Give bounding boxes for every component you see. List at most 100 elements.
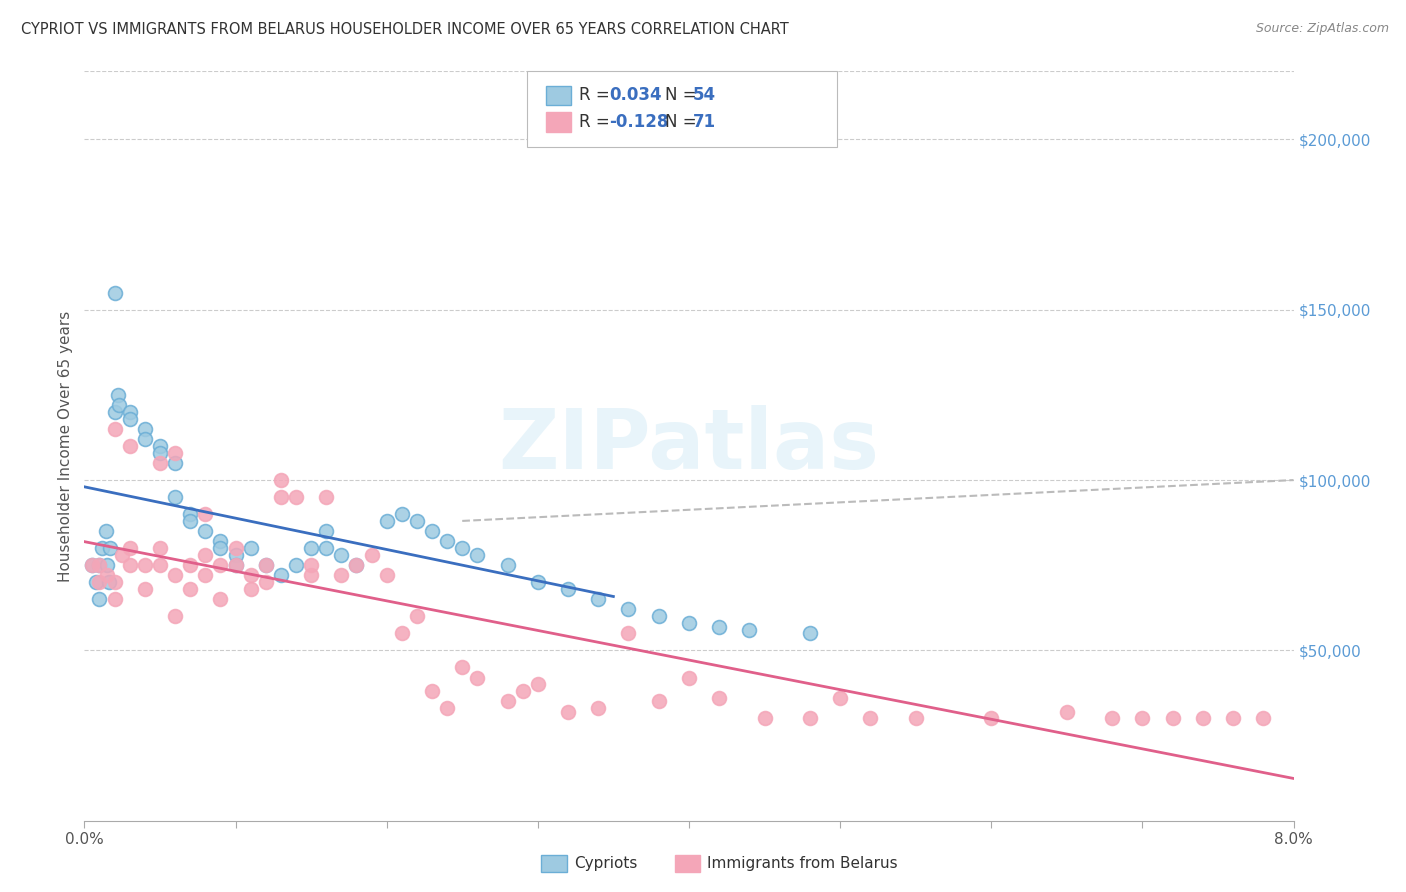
Point [98,541,121,556]
Point [179,582,201,596]
Point [270,473,292,487]
Point [165,456,187,470]
Point [709,691,731,706]
Point [330,548,353,562]
Point [980,711,1002,725]
Text: ZIPatlas: ZIPatlas [499,406,879,486]
Point [134,432,156,446]
Point [134,422,156,436]
Point [436,534,458,549]
Text: -0.128: -0.128 [609,113,668,131]
Point [754,711,776,725]
Point [315,541,337,556]
Point [1056,705,1078,719]
Point [315,524,337,538]
Point [194,524,217,538]
Point [165,609,187,624]
Point [375,514,398,528]
Point [149,439,172,453]
Point [451,660,474,674]
Point [239,541,262,556]
Y-axis label: Householder Income Over 65 years: Householder Income Over 65 years [58,310,73,582]
Point [107,388,129,402]
Point [225,541,247,556]
Point [647,609,671,624]
Point [436,701,458,715]
Point [451,541,474,556]
Point [104,575,127,590]
Point [118,411,141,425]
Point [254,558,277,573]
Point [94,524,117,538]
Point [254,558,277,573]
Text: 71: 71 [693,113,716,131]
Point [80,558,103,573]
Point [496,558,519,573]
Point [239,582,262,596]
Point [1192,711,1215,725]
Point [391,626,413,640]
Point [557,705,579,719]
Point [557,582,579,596]
Point [420,524,443,538]
Point [97,575,120,590]
Point [89,592,111,607]
Point [254,575,277,590]
Text: CYPRIOT VS IMMIGRANTS FROM BELARUS HOUSEHOLDER INCOME OVER 65 YEARS CORRELATION : CYPRIOT VS IMMIGRANTS FROM BELARUS HOUSE… [21,22,789,37]
Point [111,548,134,562]
Point [647,694,671,708]
Point [239,568,262,582]
Point [149,446,172,460]
Point [194,548,217,562]
Text: Cypriots: Cypriots [574,856,637,871]
Point [678,616,700,631]
Point [284,490,308,504]
Point [149,456,172,470]
Point [496,694,519,708]
Point [406,609,429,624]
Point [209,534,232,549]
Point [91,541,114,556]
Point [80,558,103,573]
Point [617,626,640,640]
Point [209,541,232,556]
Point [588,701,610,715]
Point [225,558,247,573]
Point [799,626,821,640]
Point [678,671,700,685]
Point [165,490,187,504]
Point [179,558,201,573]
Text: N =: N = [665,113,702,131]
Point [904,711,927,725]
Point [467,671,489,685]
Point [420,684,443,698]
Point [588,592,610,607]
Point [315,490,337,504]
Point [209,592,232,607]
Point [1251,711,1274,725]
Point [1132,711,1154,725]
Point [104,405,127,419]
Point [96,568,118,582]
Point [104,592,127,607]
Point [799,711,821,725]
Point [299,541,322,556]
Text: Source: ZipAtlas.com: Source: ZipAtlas.com [1256,22,1389,36]
Point [406,514,429,528]
Point [1161,711,1184,725]
Point [375,568,398,582]
Point [617,602,640,616]
Point [284,558,308,573]
Point [134,558,156,573]
Point [225,548,247,562]
Point [89,575,111,590]
Point [299,568,322,582]
Point [360,548,382,562]
Point [165,568,187,582]
Point [346,558,368,573]
Point [709,619,731,633]
Point [134,582,156,596]
Point [104,285,127,300]
Point [165,446,187,460]
Point [209,558,232,573]
